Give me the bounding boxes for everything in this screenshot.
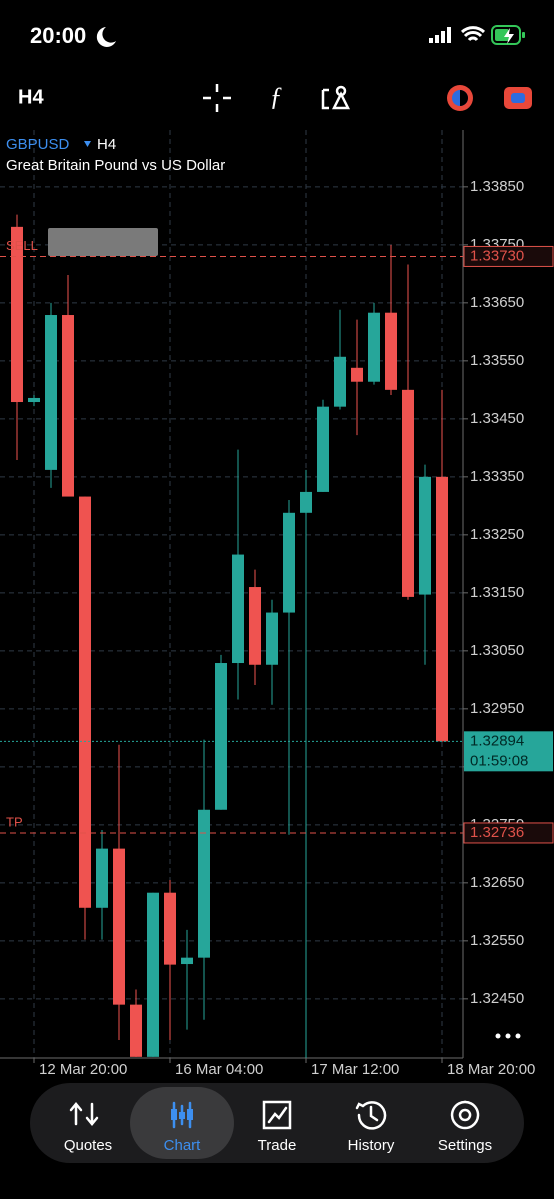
candle-body [266, 612, 278, 665]
y-tick-label: 1.33050 [470, 642, 524, 659]
y-tick-label: 1.33150 [470, 584, 524, 601]
current-price-box [464, 731, 553, 772]
y-tick-label: 1.33250 [470, 526, 524, 543]
tab-icon-candle[interactable] [179, 1112, 185, 1119]
x-tick-label: 12 Mar 20:00 [39, 1061, 127, 1078]
signal-icon [429, 27, 451, 43]
tab-icon[interactable] [450, 1100, 480, 1130]
tab-icon[interactable] [355, 1101, 387, 1130]
candle-body [79, 496, 91, 908]
order-line-name: SELL [6, 238, 38, 253]
candle-body [181, 957, 193, 965]
candle-body [147, 892, 159, 1057]
wifi-icon [460, 26, 486, 42]
candle-body [436, 476, 448, 742]
candles [11, 214, 448, 1058]
y-tick-label: 1.33550 [470, 352, 524, 369]
order-price-box [463, 245, 554, 267]
current-price-label: 1.32894 [470, 732, 524, 749]
y-tick-label: 1.32950 [470, 700, 524, 717]
y-tick-label: 1.33450 [470, 410, 524, 427]
tab-label[interactable]: Chart [164, 1137, 202, 1154]
symbol[interactable]: GBPUSD [6, 136, 70, 153]
candle-body [113, 848, 125, 1005]
candle-body [368, 312, 380, 382]
tab-label[interactable]: Trade [258, 1137, 297, 1154]
tab-label[interactable]: History [348, 1137, 395, 1154]
countdown-label: 01:59:08 [470, 752, 528, 769]
more-button[interactable] [495, 1033, 521, 1039]
objects-button[interactable] [321, 85, 351, 110]
candle-body [300, 491, 312, 513]
candle-body [249, 587, 261, 665]
candle-body [11, 226, 23, 403]
symbol-description: Great Britain Pound vs US Dollar [6, 157, 225, 174]
order-price-label: 1.33730 [470, 247, 524, 264]
candle-body [164, 892, 176, 965]
moon-icon [96, 27, 116, 47]
x-tick-label: 17 Mar 12:00 [311, 1061, 399, 1078]
order-badge[interactable] [48, 228, 158, 256]
candle-body [317, 406, 329, 492]
timeframe-button[interactable]: H4 [18, 86, 44, 108]
y-tick-label: 1.33850 [470, 178, 524, 195]
candle-body [334, 356, 346, 407]
candle-body [402, 389, 414, 597]
y-tick-label: 1.33350 [470, 468, 524, 485]
tab-label[interactable]: Settings [438, 1137, 492, 1154]
trading-button[interactable] [447, 85, 473, 111]
x-tick-label: 16 Mar 04:00 [175, 1061, 263, 1078]
candle-body [45, 315, 57, 470]
tab-icon-candle[interactable] [171, 1109, 177, 1120]
battery-icon [491, 25, 525, 45]
candle-body [130, 1004, 142, 1057]
tab-icon[interactable] [262, 1100, 292, 1130]
x-tick-label: 18 Mar 20:00 [447, 1061, 535, 1078]
candle-body [232, 554, 244, 664]
y-tick-label: 1.32550 [470, 932, 524, 949]
order-price-label: 1.32736 [470, 824, 524, 841]
tab-icon-candle[interactable] [187, 1109, 193, 1120]
account-button[interactable] [504, 87, 532, 109]
candle-body [283, 512, 295, 613]
y-tick-label: 1.33650 [470, 294, 524, 311]
candle-body [96, 848, 108, 908]
order-line-name: TP [6, 814, 23, 829]
crosshair-button[interactable] [203, 84, 231, 112]
candle-body [198, 809, 210, 958]
candle-body [351, 367, 363, 382]
tab-label[interactable]: Quotes [64, 1137, 112, 1154]
chart-timeframe: H4 [97, 136, 116, 153]
y-tick-label: 1.32450 [470, 990, 524, 1007]
candle-body [62, 315, 74, 497]
tab-icon[interactable] [69, 1102, 99, 1126]
candle-body [419, 476, 431, 595]
candle-body [28, 397, 40, 403]
status-time: 20:00 [30, 23, 86, 48]
symbol-dropdown[interactable] [84, 141, 91, 147]
overlay: SELL 1.33730 TP 1.32736 1.32894 01:59:08 [0, 238, 554, 844]
order-price-box [463, 822, 554, 844]
indicators-button[interactable]: ƒ [270, 82, 283, 111]
y-tick-label: 1.32650 [470, 874, 524, 891]
candle-body [215, 663, 227, 810]
candle-body [385, 312, 397, 390]
